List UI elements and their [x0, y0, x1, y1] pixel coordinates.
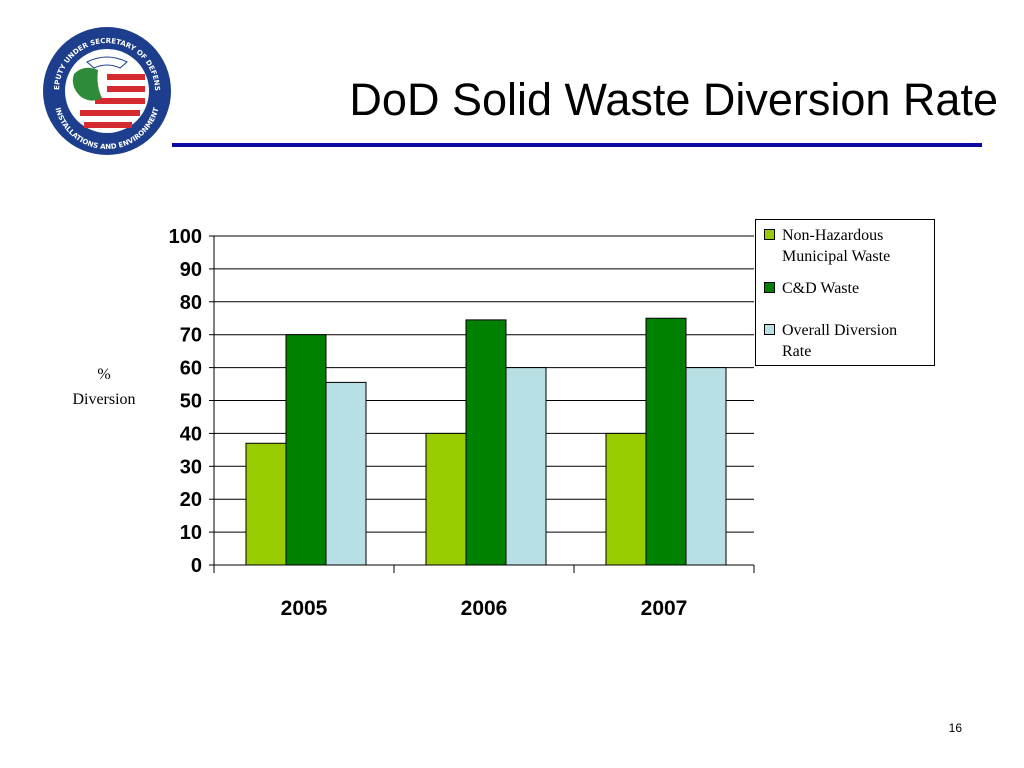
- y-tick-label: 0: [191, 555, 202, 577]
- seal-globe-icon: [72, 67, 102, 101]
- legend-swatch: [764, 229, 775, 240]
- legend-label: Municipal Waste: [782, 248, 891, 265]
- legend-label: Overall Diversion: [782, 322, 898, 339]
- page-number: 16: [948, 721, 962, 735]
- x-tick-label: 2006: [461, 597, 508, 620]
- x-tick-label: 2005: [281, 597, 328, 620]
- legend-label: C&D Waste: [782, 280, 860, 297]
- y-tick-label: 80: [180, 292, 202, 314]
- y-tick-label: 60: [180, 358, 202, 380]
- y-tick-label: 30: [180, 456, 202, 478]
- legend-item: C&D Waste: [764, 278, 932, 299]
- bar-3-2007: [685, 367, 727, 566]
- y-tick-label: 20: [180, 489, 202, 511]
- seal-flag-stripes: [80, 74, 145, 128]
- legend-item: Non-Hazardous Municipal Waste: [764, 225, 932, 267]
- bar-2-2007: [645, 317, 687, 566]
- y-axis-label-line: Diversion: [72, 391, 136, 408]
- y-tick-label: 10: [180, 522, 202, 544]
- legend-item: Overall Diversion Rate: [764, 320, 932, 362]
- chart-legend: Non-Hazardous Municipal Waste C&D Waste Ove…: [755, 219, 935, 366]
- legend-swatch: [764, 282, 775, 293]
- bar-3-2006: [505, 367, 547, 566]
- y-axis-label: % Diversion: [58, 362, 150, 412]
- bar-1-2005: [245, 442, 287, 566]
- y-axis-label-line: %: [97, 366, 111, 383]
- title-underline-rule: [172, 143, 982, 147]
- legend-label: Non-Hazardous: [782, 227, 884, 244]
- bar-3-2005: [325, 381, 367, 566]
- legend-swatch: [764, 324, 775, 335]
- bar-2-2006: [465, 319, 507, 566]
- legend-label: Rate: [782, 343, 812, 360]
- bar-1-2007: [605, 432, 647, 566]
- y-tick-label: 50: [180, 391, 202, 413]
- y-tick-label: 40: [180, 423, 202, 445]
- seal-eagle-icon: [86, 56, 128, 69]
- slide-title: DoD Solid Waste Diversion Rate: [349, 74, 998, 125]
- y-tick-label: 90: [180, 259, 202, 281]
- bar-1-2006: [425, 432, 467, 566]
- bar-2-2005: [285, 334, 327, 566]
- dod-seal-logo: DEPUTY UNDER SECRETARY OF DEFENSE INSTAL…: [40, 24, 171, 155]
- y-tick-label: 70: [180, 325, 202, 347]
- y-tick-label: 100: [169, 226, 202, 248]
- x-tick-label: 2007: [641, 597, 688, 620]
